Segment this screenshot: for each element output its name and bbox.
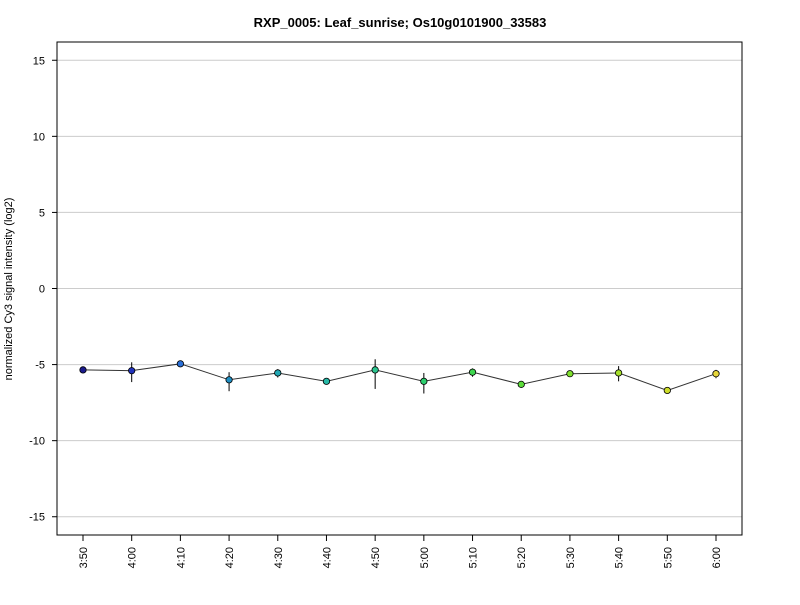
y-tick-label: 0 <box>39 284 45 296</box>
y-tick-label: -15 <box>29 512 45 524</box>
x-tick-label: 5:30 <box>565 547 577 568</box>
x-tick-label: 5:10 <box>468 547 480 568</box>
x-tick-label: 4:00 <box>127 547 139 568</box>
x-tick-label: 6:00 <box>711 547 723 568</box>
x-tick-label: 4:10 <box>175 547 187 568</box>
data-point <box>322 377 331 385</box>
data-point <box>566 370 574 378</box>
x-tick-label: 4:40 <box>321 547 333 568</box>
y-tick-label: 5 <box>39 207 45 219</box>
y-axis-label: normalized Cy3 signal intensity (log2) <box>3 198 15 381</box>
y-tick-label: 15 <box>33 55 45 67</box>
x-tick-label: 5:40 <box>614 547 626 568</box>
y-tick-label: -5 <box>35 360 45 372</box>
series-line <box>82 363 717 391</box>
y-axis: -15 -10 -5 0 5 10 15 <box>29 55 57 524</box>
grid-lines <box>57 59 742 518</box>
data-point <box>225 376 233 384</box>
data-point <box>517 380 525 388</box>
y-tick-label: 10 <box>33 131 45 143</box>
x-tick-label: 4:20 <box>224 547 236 568</box>
data-point <box>712 370 720 378</box>
x-tick-label: 5:00 <box>419 547 431 568</box>
x-tick-label: 4:50 <box>370 547 382 568</box>
x-tick-label: 5:50 <box>662 547 674 568</box>
chart-title: RXP_0005: Leaf_sunrise; Os10g0101900_335… <box>254 15 547 30</box>
data-point <box>371 366 379 374</box>
data-point <box>420 377 428 385</box>
x-tick-label: 3:50 <box>78 547 90 568</box>
y-tick-label: -10 <box>29 436 45 448</box>
data-point <box>468 368 477 376</box>
data-point <box>274 369 282 377</box>
series-layer <box>79 359 720 395</box>
data-point <box>79 366 87 374</box>
x-tick-label: 4:30 <box>273 547 285 568</box>
data-point <box>128 367 136 375</box>
data-point <box>615 369 623 377</box>
x-tick-label: 5:20 <box>516 547 528 568</box>
data-point <box>663 386 671 395</box>
x-axis: 3:50 4:00 4:10 4:20 4:30 4:40 4:50 5:00 5:10 5:20… <box>78 534 723 568</box>
data-point <box>176 360 184 368</box>
